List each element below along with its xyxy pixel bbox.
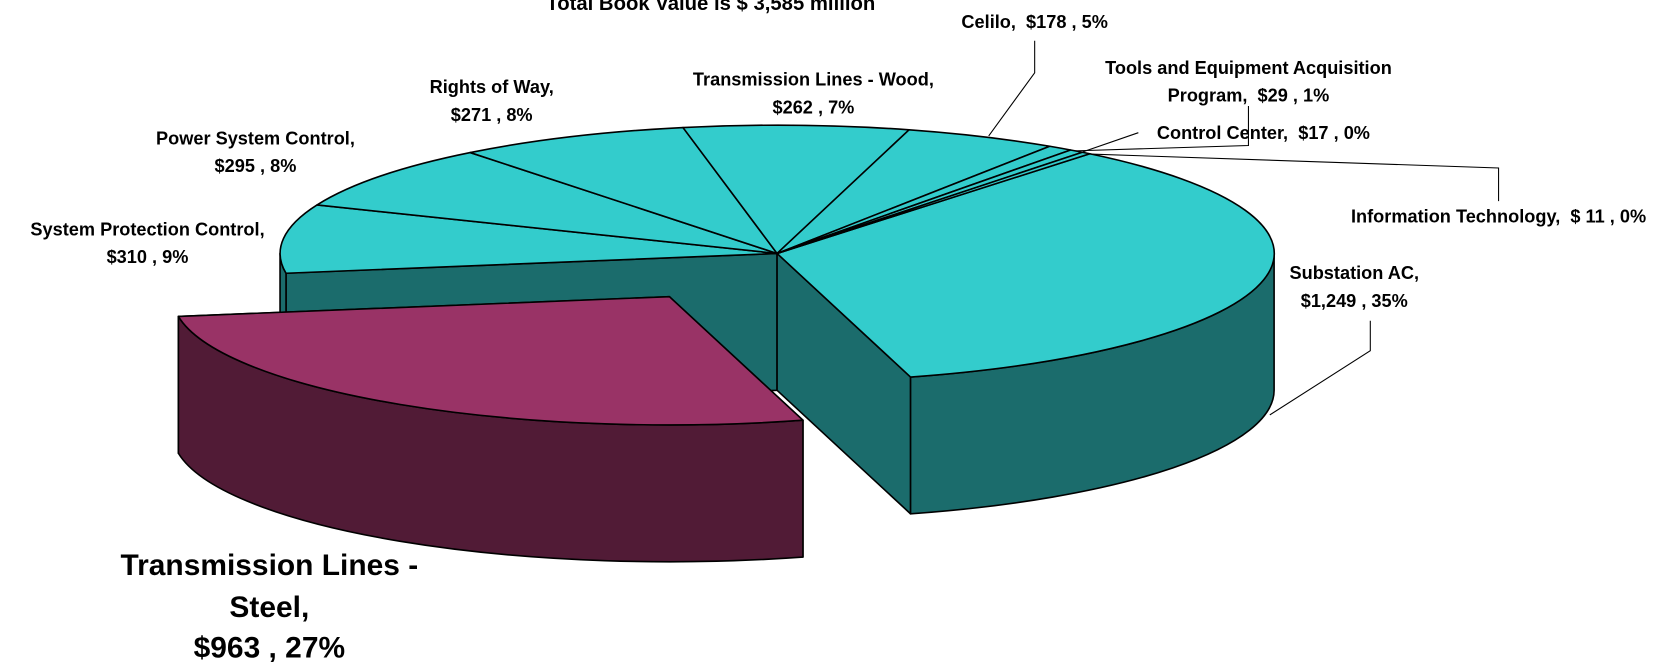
value-line: $1,249 , 35% — [1300, 291, 1408, 312]
value-line: $262 , 7% — [772, 97, 855, 119]
percent-label: 1% — [1302, 86, 1330, 107]
slice — [316, 151, 778, 255]
leader-line — [1079, 132, 1139, 154]
category-label: Power System Control, — [155, 128, 355, 149]
percent-label: 5% — [1081, 11, 1108, 33]
percent-label: 35% — [1371, 291, 1408, 312]
value-label: $29 — [1257, 86, 1288, 107]
slice — [469, 126, 778, 255]
slice — [776, 129, 1051, 255]
category-label: System Protection Control, — [30, 219, 265, 240]
slice-label: Rights of Way, $271 , 8% — [374, 74, 609, 130]
value-label: $963 — [193, 631, 261, 663]
slice-label: Substation AC, $1,249 , 35% — [1237, 260, 1472, 316]
slice-label: Information Technology, $ 11 , 0% — [1295, 203, 1676, 231]
percent-label: 9% — [162, 247, 189, 268]
slice-label-box: Information Technology, $ 11 , 0% — [1295, 203, 1676, 231]
value-line: $17 , 0% — [1298, 123, 1370, 144]
slice-label: Tools and Equipment Acquisition Program,… — [1067, 55, 1430, 111]
slice-label: Transmission Lines - Steel, $963 , 27% — [93, 545, 446, 663]
value-label: $271 — [450, 105, 492, 126]
value-label: $310 — [106, 247, 148, 268]
slice — [279, 204, 778, 275]
slice-label: Control Center, $17 , 0% — [1092, 120, 1434, 148]
category-label: Tools and Equipment Acquisition Program, — [1105, 57, 1392, 107]
slice-label: System Protection Control, $310 , 9% — [0, 216, 308, 272]
slice-label: Celilo, $178 , 5% — [896, 9, 1174, 37]
slice-label-box: Substation AC, $1,249 , 35% — [1237, 260, 1472, 316]
slice-label-box: Transmission Lines - Steel, $963 , 27% — [93, 545, 446, 663]
leader-line — [988, 40, 1036, 137]
slice-label-box: Celilo, $178 , 5% — [896, 9, 1174, 37]
value-label: $1,249 — [1300, 291, 1357, 312]
category-label: Celilo, — [961, 11, 1016, 33]
value-label: $ 11 — [1570, 206, 1605, 227]
percent-label: 27% — [285, 631, 346, 663]
category-label: Transmission Lines - Steel, — [120, 548, 419, 623]
value-line: $310 , 9% — [106, 247, 189, 268]
slice — [177, 295, 804, 426]
slice — [776, 152, 1276, 378]
value-line: $ 11 , 0% — [1570, 206, 1647, 227]
slice-label-box: Power System Control, $295 , 8% — [106, 125, 405, 181]
value-line: $178 , 5% — [1026, 11, 1108, 33]
value-label: $17 — [1298, 123, 1329, 144]
category-label: Transmission Lines - Wood, — [692, 69, 934, 90]
category-label: Control Center, — [1156, 123, 1289, 144]
percent-label: 0% — [1343, 123, 1370, 144]
percent-label: 8% — [270, 156, 297, 177]
value-label: $178 — [1026, 11, 1067, 33]
value-line: $29 , 1% — [1257, 86, 1330, 107]
slice-label: Transmission Lines - Wood, $262 , 7% — [637, 66, 990, 122]
leader-line — [1090, 153, 1500, 202]
slice-label-box: Rights of Way, $271 , 8% — [374, 74, 609, 130]
value-line: $271 , 8% — [450, 105, 533, 126]
slice — [682, 124, 910, 255]
category-label: Substation AC, — [1289, 263, 1420, 284]
chart-title: Total Book Value is $ 3,585 million — [546, 0, 875, 15]
percent-label: 8% — [506, 105, 533, 126]
category-label: Rights of Way, — [429, 77, 554, 98]
leader-line — [1074, 105, 1249, 152]
leader-line — [1269, 320, 1371, 416]
slice-label: Power System Control, $295 , 8% — [106, 125, 405, 181]
percent-label: 7% — [828, 97, 855, 119]
value-line: $963 , 27% — [193, 631, 346, 663]
slice-label-box: Transmission Lines - Wood, $262 , 7% — [637, 66, 990, 122]
slice-label-box: Control Center, $17 , 0% — [1092, 120, 1434, 148]
slice-label-box: Tools and Equipment Acquisition Program,… — [1067, 55, 1430, 111]
value-line: $295 , 8% — [214, 156, 297, 177]
slice-label-box: System Protection Control, $310 , 9% — [0, 216, 308, 272]
category-label: Information Technology, — [1350, 206, 1561, 227]
percent-label: 0% — [1619, 206, 1647, 227]
value-label: $295 — [214, 156, 255, 177]
value-label: $262 — [772, 97, 813, 119]
